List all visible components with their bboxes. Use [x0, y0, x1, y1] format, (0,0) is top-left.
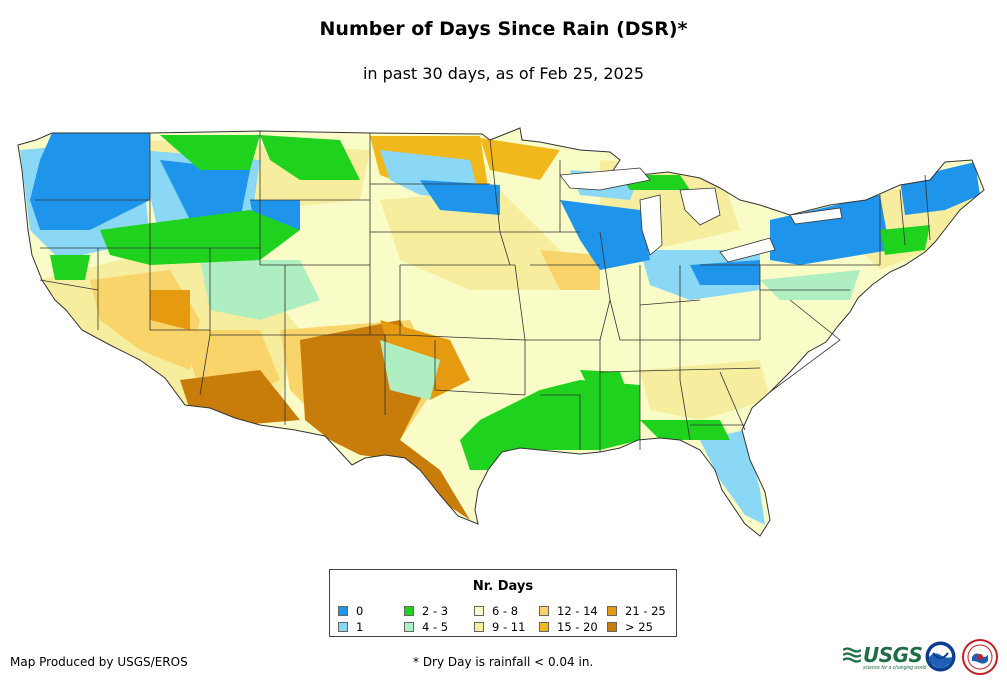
legend-swatch — [539, 622, 549, 632]
legend-label: 12 - 14 — [557, 604, 598, 618]
legend-label: 2 - 3 — [422, 604, 449, 618]
dsr-zones — [18, 128, 984, 536]
produced-by-credit: Map Produced by USGS/EROS — [10, 655, 188, 669]
legend-swatch — [539, 606, 549, 616]
legend-swatch — [607, 606, 617, 616]
legend-swatch — [404, 622, 414, 632]
legend-label: 9 - 11 — [492, 620, 526, 634]
legend-label: 6 - 8 — [492, 604, 519, 618]
legend-swatch — [607, 622, 617, 632]
legend-swatch — [338, 622, 348, 632]
legend-label: 1 — [356, 620, 364, 634]
map-subtitle: in past 30 days, as of Feb 25, 2025 — [362, 64, 645, 83]
usgs-wordmark: USGS — [863, 643, 923, 667]
legend-label: > 25 — [625, 620, 653, 634]
legend-swatch — [474, 622, 484, 632]
usgs-wave-icon — [843, 647, 861, 663]
usgs-tagline: science for a changing world — [863, 665, 927, 671]
us-outline — [17, 127, 985, 537]
legend-label: 4 - 5 — [422, 620, 449, 634]
nws-logo-icon — [962, 639, 998, 675]
map-title: Number of Days Since Rain (DSR)* — [319, 18, 688, 40]
great-lakes — [559, 167, 843, 263]
dry-day-note: * Dry Day is rainfall < 0.04 in. — [413, 655, 594, 669]
legend-label: 15 - 20 — [557, 620, 598, 634]
usgs-logo-icon: USGS science for a changing world — [843, 643, 926, 671]
state-boundaries — [35, 131, 931, 452]
legend-swatch — [474, 606, 484, 616]
legend-label: 0 — [356, 604, 364, 618]
legend-label: 21 - 25 — [625, 604, 666, 618]
legend-title: Nr. Days — [472, 579, 534, 594]
legend-swatch — [338, 606, 348, 616]
legend-swatch — [404, 606, 414, 616]
legend: Nr. Days 0 1 2 - 3 4 - 5 6 - 8 9 - 11 12… — [329, 569, 677, 637]
noaa-logo-icon — [925, 641, 956, 672]
